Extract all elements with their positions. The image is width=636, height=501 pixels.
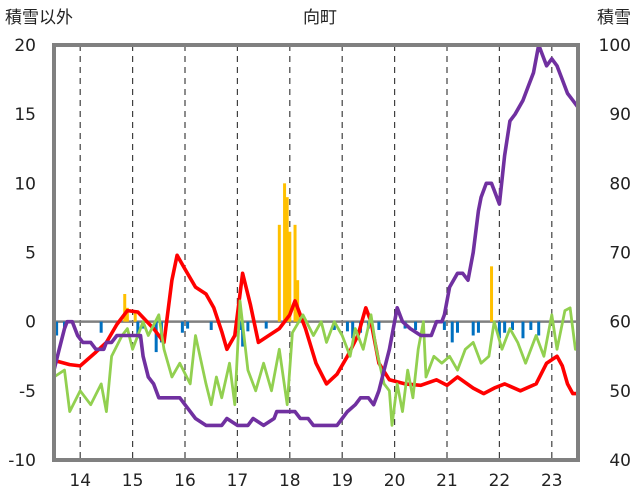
precip_negative-bar bbox=[99, 321, 103, 333]
y-right-tick-label: 70 bbox=[609, 244, 631, 264]
precip_negative-bar bbox=[246, 321, 250, 332]
precip_negative-bar bbox=[186, 321, 190, 329]
snowfall-bar bbox=[277, 224, 281, 322]
precip_negative-bar bbox=[503, 321, 507, 333]
x-tick-label: 19 bbox=[331, 471, 353, 491]
precip_negative-bar bbox=[521, 321, 525, 339]
snowfall-bar bbox=[293, 224, 297, 322]
y-left-tick-label: 15 bbox=[14, 105, 36, 125]
y-right-axis-title: 積雪 bbox=[597, 8, 631, 28]
y-left-tick-label: 20 bbox=[14, 36, 36, 56]
y-left-axis-title: 積雪以外 bbox=[5, 8, 73, 28]
precip_negative-bar bbox=[332, 321, 336, 330]
y-right-tick-label: 80 bbox=[609, 174, 631, 194]
grid-layer bbox=[54, 45, 578, 460]
precip_negative-bar bbox=[442, 321, 446, 330]
snowfall-bar bbox=[296, 280, 300, 322]
x-tick-label: 20 bbox=[384, 471, 406, 491]
precip_negative-bar bbox=[414, 321, 418, 330]
x-tick-label: 16 bbox=[174, 471, 196, 491]
precip_negative-bar bbox=[264, 321, 268, 329]
humidity-line bbox=[52, 299, 580, 427]
tick-layer: 14 15 16 17 18 19 20 21 22 2320151050-5-101009080… bbox=[8, 36, 631, 491]
x-tick-label: 21 bbox=[436, 471, 458, 491]
precip_negative-bar bbox=[154, 321, 158, 353]
precip_negative-bar bbox=[537, 321, 541, 336]
line-layer bbox=[52, 43, 580, 428]
y-left-tick-label: 5 bbox=[25, 244, 36, 264]
x-tick-label: 18 bbox=[279, 471, 301, 491]
temperature-line bbox=[52, 253, 580, 396]
precip_negative-bar bbox=[55, 321, 59, 336]
snowfall-bar bbox=[123, 294, 127, 322]
precip_negative-bar bbox=[455, 321, 459, 333]
y-left-tick-label: -10 bbox=[8, 451, 36, 471]
precip_negative-bar bbox=[351, 321, 355, 339]
y-right-tick-label: 100 bbox=[599, 36, 631, 56]
snow_depth-line bbox=[52, 43, 580, 428]
y-left-tick-label: -5 bbox=[19, 382, 36, 402]
precip_negative-bar bbox=[136, 321, 140, 339]
precip_negative-bar bbox=[209, 321, 213, 330]
snowfall-bar bbox=[283, 183, 287, 322]
precip_negative-bar bbox=[377, 321, 381, 330]
precip_negative-bar bbox=[497, 321, 501, 339]
y-right-tick-label: 90 bbox=[609, 105, 631, 125]
bar-layer bbox=[55, 183, 541, 353]
y-right-tick-label: 50 bbox=[609, 382, 631, 402]
y-left-tick-label: 10 bbox=[14, 174, 36, 194]
y-right-tick-label: 60 bbox=[609, 313, 631, 333]
precip_negative-bar bbox=[529, 321, 533, 330]
x-tick-label: 15 bbox=[122, 471, 144, 491]
precip_negative-bar bbox=[476, 321, 480, 333]
y-right-tick-label: 40 bbox=[609, 451, 631, 471]
y-left-tick-label: 0 bbox=[25, 313, 36, 333]
precip_negative-bar bbox=[450, 321, 454, 343]
precip_negative-bar bbox=[511, 321, 514, 330]
snowfall-bar bbox=[133, 310, 137, 322]
precip_negative-bar bbox=[345, 321, 349, 332]
plot-frame bbox=[52, 43, 580, 462]
precip_negative-bar bbox=[180, 321, 184, 333]
snowfall-bar bbox=[490, 266, 494, 322]
x-tick-label: 22 bbox=[489, 471, 511, 491]
snowfall-bar bbox=[285, 197, 289, 322]
x-tick-label: 17 bbox=[227, 471, 249, 491]
snowfall-bar bbox=[288, 231, 292, 322]
x-tick-label: 14 bbox=[69, 471, 91, 491]
chart-title: 向町 bbox=[303, 8, 337, 28]
snowfall-bar bbox=[125, 307, 129, 322]
precip_negative-bar bbox=[471, 321, 475, 336]
x-tick-label: 23 bbox=[541, 471, 563, 491]
